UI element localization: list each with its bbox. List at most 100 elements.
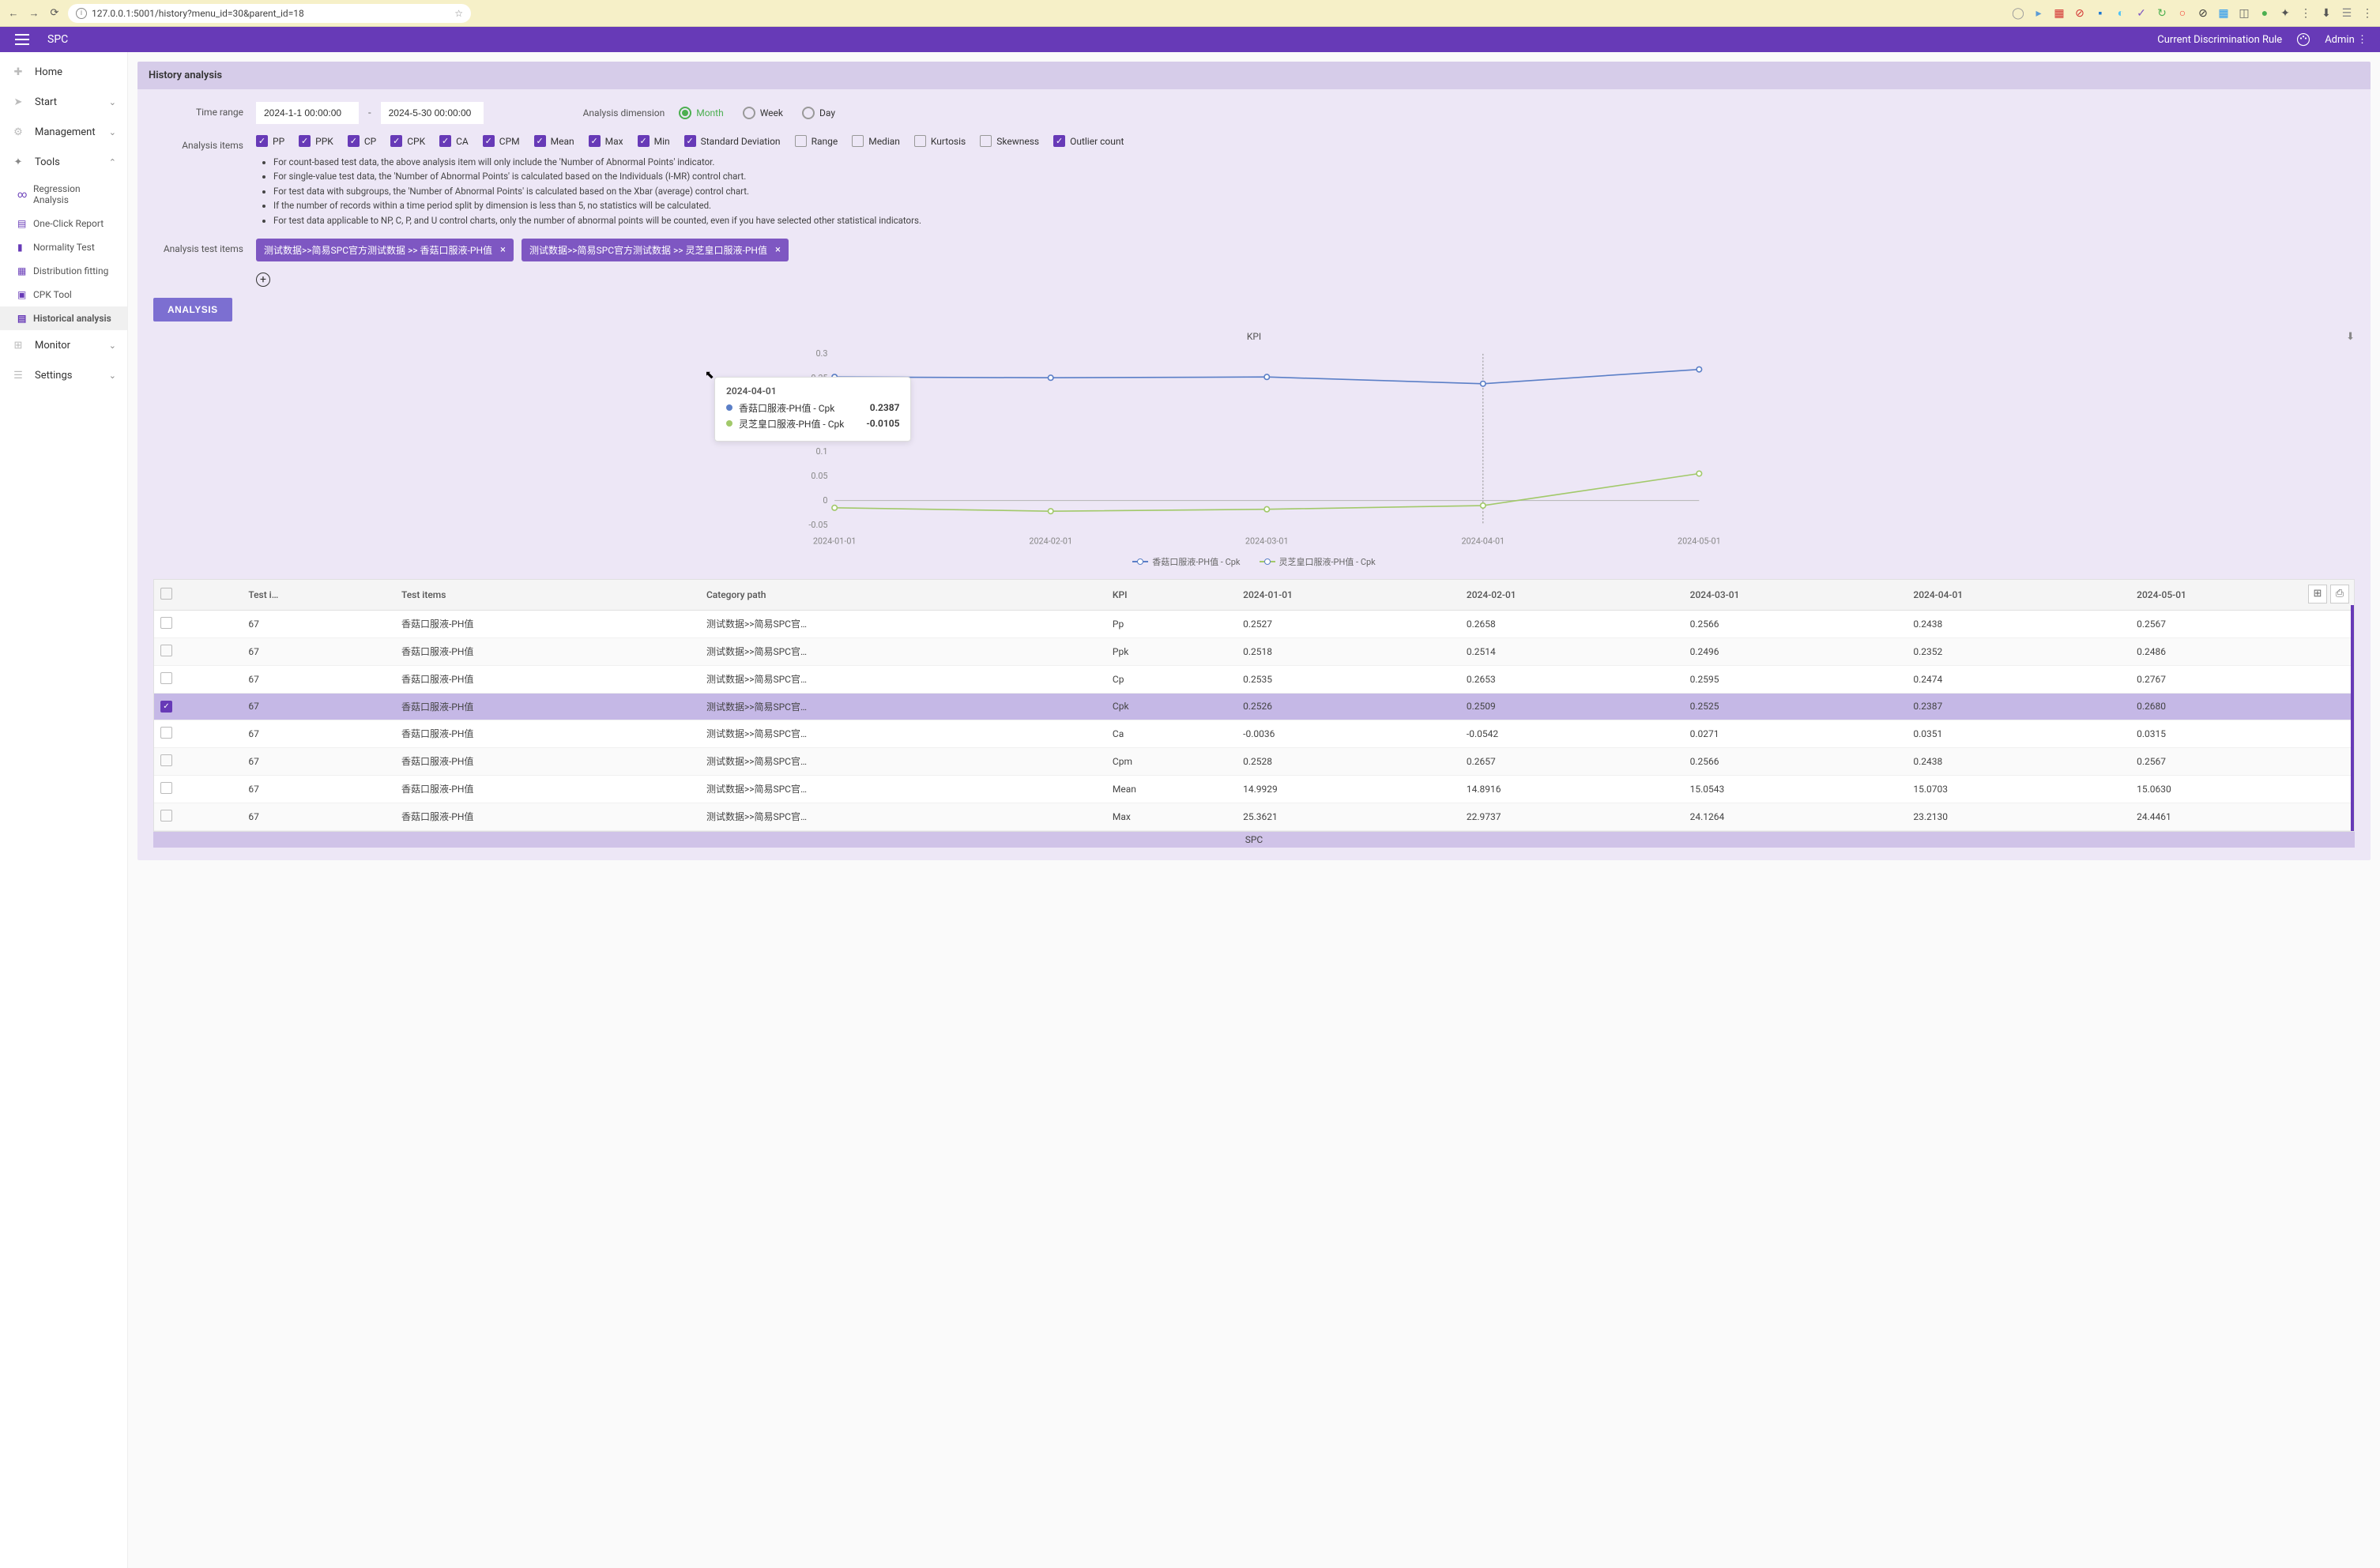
ext-icon[interactable]: ▦ bbox=[2217, 7, 2230, 20]
sidebar-item-tools[interactable]: ✦ Tools ⌃ bbox=[0, 147, 127, 177]
row-checkbox[interactable] bbox=[160, 617, 172, 629]
legend-item[interactable]: .legend-line:nth-child(1)::after{border-… bbox=[1132, 555, 1240, 568]
checkbox-all[interactable] bbox=[160, 588, 172, 600]
row-checkbox[interactable] bbox=[160, 754, 172, 766]
ext-icon[interactable]: ● bbox=[2258, 7, 2271, 20]
sidebar-item-start[interactable]: ➤ Start ⌄ bbox=[0, 87, 127, 117]
ext-icon[interactable]: ◫ bbox=[2238, 7, 2250, 20]
browser-reload[interactable]: ⟳ bbox=[47, 6, 62, 21]
table-header[interactable]: 2024-03-01 bbox=[1684, 580, 1907, 611]
sidebar-item-settings[interactable]: ☰ Settings ⌄ bbox=[0, 360, 127, 390]
table-header[interactable]: Category path bbox=[700, 580, 1106, 611]
chk-skewness[interactable]: Skewness bbox=[980, 135, 1039, 147]
browser-back[interactable]: ← bbox=[6, 6, 21, 21]
row-checkbox[interactable] bbox=[160, 782, 172, 794]
row-checkbox[interactable] bbox=[160, 727, 172, 739]
browser-forward[interactable]: → bbox=[27, 6, 41, 21]
user-menu[interactable]: Admin ⋮ bbox=[2325, 34, 2367, 46]
radio-day[interactable]: Day bbox=[802, 107, 835, 119]
sidebar-item-management[interactable]: ⚙ Management ⌄ bbox=[0, 117, 127, 147]
date-to-input[interactable] bbox=[381, 102, 484, 124]
ext-icon[interactable]: ⊘ bbox=[2197, 7, 2209, 20]
chk-min[interactable]: Min bbox=[638, 135, 670, 147]
download-icon[interactable]: ⬇ bbox=[2320, 7, 2333, 20]
table-row[interactable]: 67香菇口服液-PH值测试数据>>简易SPC官…Max25.362122.973… bbox=[154, 803, 2354, 830]
chk-mean[interactable]: Mean bbox=[534, 135, 574, 147]
svg-text:2024-03-01: 2024-03-01 bbox=[1245, 536, 1289, 546]
chk-cpk[interactable]: CPK bbox=[390, 135, 425, 147]
table-row[interactable]: 67香菇口服液-PH值测试数据>>简易SPC官…Ppk0.25180.25140… bbox=[154, 637, 2354, 665]
table-header[interactable]: 2024-04-01 bbox=[1907, 580, 2130, 611]
profile-icon[interactable]: ☰ bbox=[2340, 7, 2353, 20]
table-header[interactable]: Test i… bbox=[242, 580, 395, 611]
date-from-input[interactable] bbox=[256, 102, 359, 124]
ext-icon[interactable]: ▪ bbox=[2094, 7, 2107, 20]
browser-menu-icon[interactable]: ⋮ bbox=[2361, 7, 2374, 20]
chk-ca[interactable]: CA bbox=[439, 135, 469, 147]
chk-pp[interactable]: PP bbox=[256, 135, 284, 147]
sidebar-sub-historical[interactable]: ▤Historical analysis bbox=[0, 306, 127, 330]
sidebar-sub-regression[interactable]: ∞Regression Analysis bbox=[0, 177, 127, 212]
row-checkbox[interactable] bbox=[160, 701, 172, 713]
row-checkbox[interactable] bbox=[160, 672, 172, 684]
chk-range[interactable]: Range bbox=[795, 135, 838, 147]
ext-icon[interactable]: ▸ bbox=[2032, 7, 2045, 20]
site-info-icon[interactable]: i bbox=[76, 8, 87, 19]
chk-median[interactable]: Median bbox=[852, 135, 900, 147]
chk-std[interactable]: Standard Deviation bbox=[684, 135, 781, 147]
table-header[interactable]: 2024-01-01 bbox=[1237, 580, 1460, 611]
download-chart-icon[interactable]: ⬇ bbox=[2346, 331, 2355, 343]
rule-link[interactable]: Current Discrimination Rule bbox=[2157, 34, 2282, 46]
analysis-button[interactable]: ANALYSIS bbox=[153, 298, 232, 321]
table-row[interactable]: 67香菇口服液-PH值测试数据>>简易SPC官…Mean14.992914.89… bbox=[154, 775, 2354, 803]
ext-icon[interactable]: ⋮ bbox=[2299, 7, 2312, 20]
chk-outlier[interactable]: Outlier count bbox=[1053, 135, 1124, 147]
ext-puzzle-icon[interactable]: ✦ bbox=[2279, 7, 2292, 20]
table-row[interactable]: 67香菇口服液-PH值测试数据>>简易SPC官…Cp0.25350.26530.… bbox=[154, 665, 2354, 693]
table-header[interactable] bbox=[154, 580, 242, 611]
table-row[interactable]: 67香菇口服液-PH值测试数据>>简易SPC官…Ca-0.0036-0.0542… bbox=[154, 720, 2354, 747]
palette-icon[interactable] bbox=[2296, 32, 2310, 47]
row-checkbox[interactable] bbox=[160, 645, 172, 656]
add-test-item-icon[interactable]: + bbox=[256, 273, 270, 287]
radio-month[interactable]: Month bbox=[679, 107, 723, 119]
table-row[interactable]: 67香菇口服液-PH值测试数据>>简易SPC官…Cpk0.25260.25090… bbox=[154, 693, 2354, 720]
table-header[interactable]: 2024-02-01 bbox=[1460, 580, 1684, 611]
url-bar[interactable]: i 127.0.0.1:5001/history?menu_id=30&pare… bbox=[68, 4, 471, 23]
tag-remove-icon[interactable]: × bbox=[775, 244, 781, 256]
ext-icon[interactable]: ○ bbox=[2176, 7, 2189, 20]
sidebar-sub-cpk[interactable]: ▣CPK Tool bbox=[0, 283, 127, 306]
table-row[interactable]: 67香菇口服液-PH值测试数据>>简易SPC官…Cpm0.25280.26570… bbox=[154, 747, 2354, 775]
chk-cpm[interactable]: CPM bbox=[483, 135, 520, 147]
chart-icon: ▮ bbox=[17, 242, 28, 253]
table-header[interactable]: Test items bbox=[395, 580, 700, 611]
sidebar-sub-normality[interactable]: ▮Normality Test bbox=[0, 235, 127, 259]
row-checkbox[interactable] bbox=[160, 810, 172, 822]
chk-cp[interactable]: CP bbox=[348, 135, 376, 147]
chart-canvas[interactable]: -0.0500.050.10.150.20.250.32024-01-01202… bbox=[153, 345, 2355, 551]
bookmark-star-icon[interactable]: ☆ bbox=[454, 8, 463, 19]
sidebar-item-home[interactable]: ✚ Home bbox=[0, 57, 127, 87]
grid-icon: ▦ bbox=[17, 265, 28, 276]
table-grid-icon[interactable]: ⊞ bbox=[2308, 585, 2327, 604]
sidebar-item-monitor[interactable]: ⊞ Monitor ⌄ bbox=[0, 330, 127, 360]
table-header[interactable]: KPI bbox=[1106, 580, 1237, 611]
ext-icon[interactable]: ▦ bbox=[2053, 7, 2066, 20]
sidebar-sub-oneclick[interactable]: ▤One-Click Report bbox=[0, 212, 127, 235]
table-print-icon[interactable]: ⎙ bbox=[2330, 585, 2349, 604]
ext-icon[interactable]: ⊘ bbox=[2073, 7, 2086, 20]
chk-kurtosis[interactable]: Kurtosis bbox=[914, 135, 966, 147]
table-row[interactable]: 67香菇口服液-PH值测试数据>>简易SPC官…Pp0.25270.26580.… bbox=[154, 610, 2354, 637]
chk-ppk[interactable]: PPK bbox=[299, 135, 333, 147]
date-dash: - bbox=[368, 107, 371, 119]
sidebar-sub-distfit[interactable]: ▦Distribution fitting bbox=[0, 259, 127, 283]
hamburger-menu-icon[interactable] bbox=[13, 30, 32, 49]
ext-icon[interactable]: ✓ bbox=[2135, 7, 2148, 20]
radio-week[interactable]: Week bbox=[743, 107, 783, 119]
ext-icon[interactable]: ◯ bbox=[2012, 7, 2024, 20]
tag-remove-icon[interactable]: × bbox=[500, 244, 506, 256]
chk-max[interactable]: Max bbox=[589, 135, 623, 147]
ext-icon[interactable]: ↻ bbox=[2156, 7, 2168, 20]
ext-icon[interactable]: ◐ bbox=[2115, 7, 2127, 20]
legend-item[interactable]: 灵芝皇口服液-PH值 - Cpk bbox=[1260, 555, 1376, 568]
